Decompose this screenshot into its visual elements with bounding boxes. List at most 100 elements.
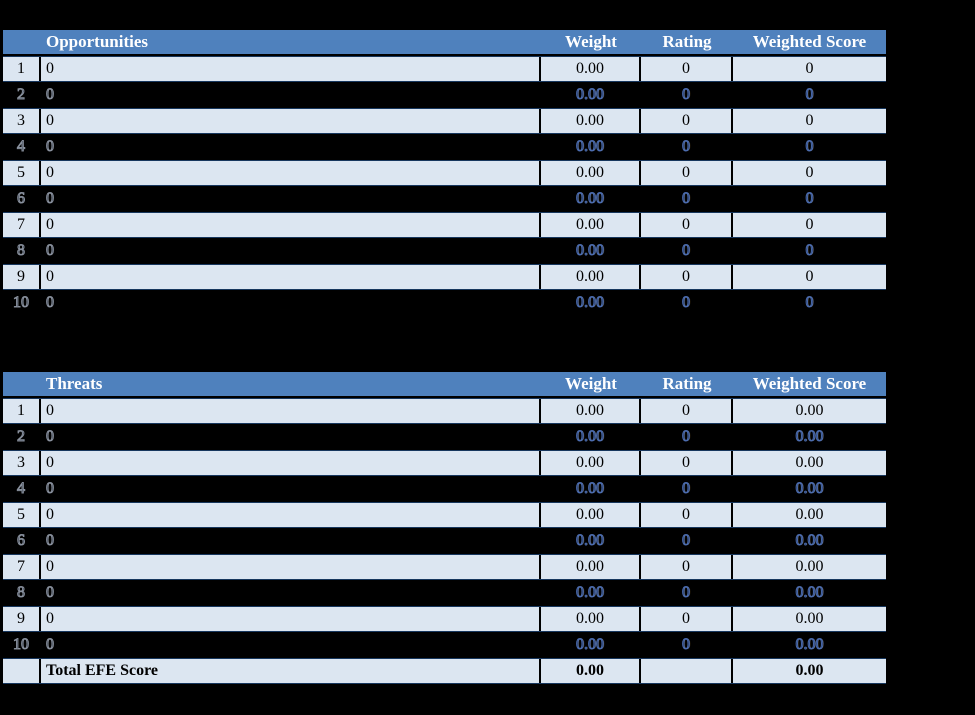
row-number-cell: 2 bbox=[17, 86, 26, 104]
column-header-weight: Weight bbox=[565, 32, 617, 51]
factor-cell: 0 bbox=[46, 190, 55, 208]
factor-cell: 0 bbox=[46, 636, 55, 654]
row-number-cell: 8 bbox=[17, 242, 26, 260]
factor-cell: 0 bbox=[41, 213, 541, 237]
table-row: 5 0 0.00 0 0 bbox=[3, 160, 886, 186]
row-number-cell: 1 bbox=[3, 57, 41, 81]
rating-cell: 0 bbox=[682, 532, 691, 550]
weighted-score-cell: 0.00 bbox=[795, 584, 824, 602]
corner-header-cell bbox=[3, 372, 41, 396]
threats-header-row: Threats Weight Rating Weighted Score bbox=[3, 372, 886, 398]
rating-cell: 0 bbox=[682, 190, 691, 208]
weight-cell: 0.00 bbox=[576, 636, 605, 654]
table-row: 2 0 0.00 0 0 bbox=[3, 82, 886, 108]
row-number-cell: 9 bbox=[3, 607, 41, 631]
row-number-cell: 9 bbox=[3, 265, 41, 289]
weighted-score-cell: 0 bbox=[805, 242, 814, 260]
total-weighted-score-cell: 0.00 bbox=[795, 662, 824, 679]
weighted-score-cell: 0 bbox=[805, 190, 814, 208]
weight-cell: 0.00 bbox=[576, 294, 605, 312]
row-number-cell: 10 bbox=[13, 636, 30, 654]
weight-cell: 0.00 bbox=[576, 480, 605, 498]
weight-cell: 0.00 bbox=[541, 57, 641, 81]
rating-cell: 0 bbox=[682, 428, 691, 446]
rating-cell: 0 bbox=[641, 57, 733, 81]
table-row: 1 0 0.00 0 0 bbox=[3, 56, 886, 82]
table-row: 3 0 0.00 0 0.00 bbox=[3, 450, 886, 476]
table-row: 3 0 0.00 0 0 bbox=[3, 108, 886, 134]
weighted-score-cell: 0.00 bbox=[795, 480, 824, 498]
rating-cell: 0 bbox=[641, 503, 733, 527]
weight-cell: 0.00 bbox=[541, 503, 641, 527]
factor-cell: 0 bbox=[41, 57, 541, 81]
table-row: 6 0 0.00 0 0.00 bbox=[3, 528, 886, 554]
factor-cell: 0 bbox=[41, 451, 541, 475]
table-row: 10 0 0.00 0 0 bbox=[3, 290, 886, 316]
threats-rows: 1 0 0.00 0 0.00 2 0 0.00 0 0.00 3 0 bbox=[3, 398, 886, 658]
weighted-score-cell: 0.00 bbox=[795, 636, 824, 654]
weight-cell: 0.00 bbox=[541, 213, 641, 237]
row-number-cell: 5 bbox=[3, 503, 41, 527]
weight-cell: 0.00 bbox=[541, 265, 641, 289]
factor-cell: 0 bbox=[46, 428, 55, 446]
row-number-cell: 7 bbox=[3, 555, 41, 579]
rating-cell: 0 bbox=[641, 555, 733, 579]
column-header-rating: Rating bbox=[662, 374, 712, 393]
rating-cell: 0 bbox=[641, 109, 733, 133]
weighted-score-cell: 0 bbox=[805, 60, 814, 77]
weight-cell: 0.00 bbox=[541, 555, 641, 579]
factor-cell: 0 bbox=[46, 532, 55, 550]
weighted-score-cell: 0 bbox=[805, 138, 814, 156]
table-row: 4 0 0.00 0 0.00 bbox=[3, 476, 886, 502]
factor-cell: 0 bbox=[46, 242, 55, 260]
weight-cell: 0.00 bbox=[576, 138, 605, 156]
weight-cell: 0.00 bbox=[541, 451, 641, 475]
factor-cell: 0 bbox=[46, 584, 55, 602]
rating-cell: 0 bbox=[641, 265, 733, 289]
column-header-weight: Weight bbox=[565, 374, 617, 393]
row-number-cell: 3 bbox=[3, 451, 41, 475]
weighted-score-cell: 0 bbox=[805, 216, 814, 233]
factor-cell: 0 bbox=[41, 265, 541, 289]
weight-cell: 0.00 bbox=[541, 607, 641, 631]
weight-cell: 0.00 bbox=[576, 532, 605, 550]
weighted-score-cell: 0 bbox=[805, 112, 814, 129]
row-number-cell: 5 bbox=[3, 161, 41, 185]
weighted-score-cell: 0.00 bbox=[795, 428, 824, 446]
total-efe-score-row: Total EFE Score 0.00 0.00 bbox=[3, 658, 886, 684]
row-number-cell: 6 bbox=[17, 532, 26, 550]
weighted-score-cell: 0 bbox=[805, 268, 814, 285]
table-row: 9 0 0.00 0 0 bbox=[3, 264, 886, 290]
row-number-cell: 4 bbox=[17, 138, 26, 156]
factor-cell: 0 bbox=[41, 503, 541, 527]
weighted-score-cell: 0.00 bbox=[795, 454, 824, 471]
weighted-score-cell: 0.00 bbox=[795, 402, 824, 419]
column-header-weighted-score: Weighted Score bbox=[752, 374, 867, 393]
rating-cell: 0 bbox=[682, 242, 691, 260]
row-number-cell: 6 bbox=[17, 190, 26, 208]
rating-cell: 0 bbox=[682, 86, 691, 104]
table-row: 8 0 0.00 0 0 bbox=[3, 238, 886, 264]
rating-cell: 0 bbox=[682, 294, 691, 312]
threats-table: Threats Weight Rating Weighted Score 1 0… bbox=[3, 372, 886, 684]
table-row: 9 0 0.00 0 0.00 bbox=[3, 606, 886, 632]
total-weight-cell: 0.00 bbox=[541, 659, 641, 683]
weighted-score-cell: 0.00 bbox=[795, 532, 824, 550]
rating-cell: 0 bbox=[641, 399, 733, 423]
weighted-score-cell: 0.00 bbox=[795, 610, 824, 627]
rating-cell: 0 bbox=[682, 138, 691, 156]
corner-header-cell bbox=[3, 30, 41, 54]
weight-cell: 0.00 bbox=[576, 242, 605, 260]
rating-cell: 0 bbox=[641, 451, 733, 475]
table-row: 6 0 0.00 0 0 bbox=[3, 186, 886, 212]
weighted-score-cell: 0 bbox=[805, 86, 814, 104]
row-number-cell: 10 bbox=[13, 294, 30, 312]
rating-cell: 0 bbox=[641, 213, 733, 237]
row-number-cell: 4 bbox=[17, 480, 26, 498]
factor-cell: 0 bbox=[41, 161, 541, 185]
table-row: 8 0 0.00 0 0.00 bbox=[3, 580, 886, 606]
factor-cell: 0 bbox=[46, 480, 55, 498]
weighted-score-cell: 0 bbox=[805, 164, 814, 181]
rating-cell: 0 bbox=[641, 161, 733, 185]
row-number-cell: 7 bbox=[3, 213, 41, 237]
